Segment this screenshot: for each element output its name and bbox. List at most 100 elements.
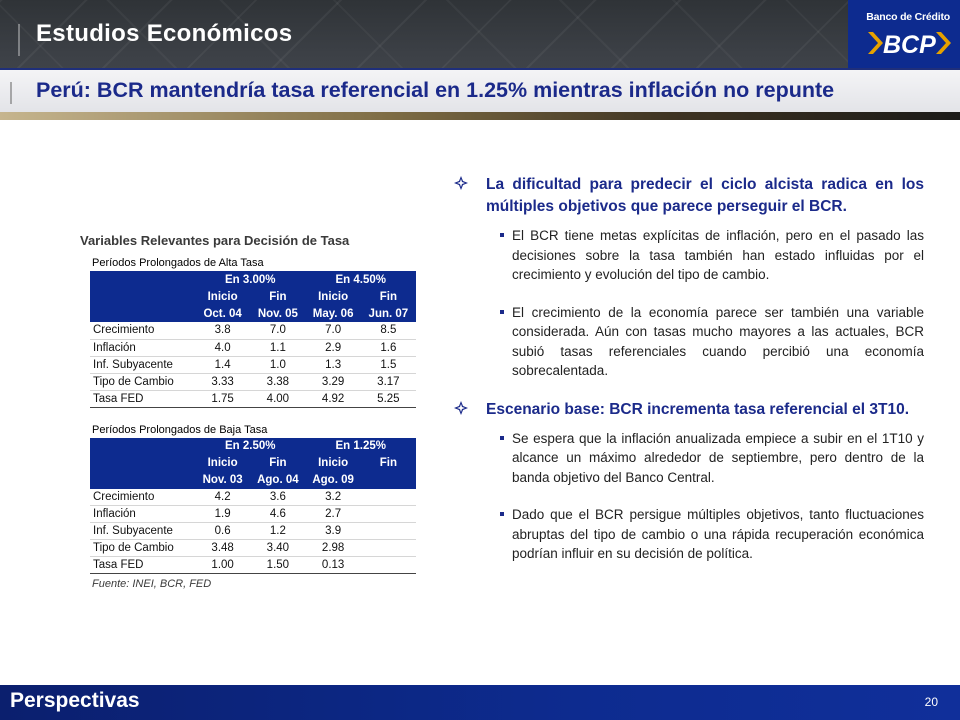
bcp-logo-mark-icon: BCP — [868, 31, 951, 59]
bullet-list: La dificultad para predecir el ciclo alc… — [452, 174, 924, 564]
table-cell — [360, 488, 416, 506]
column-header: Fin — [250, 288, 306, 305]
sub-bullet-text: Dado que el BCR persigue múltiples objet… — [512, 507, 924, 561]
section-label: Estudios Económicos — [36, 20, 293, 47]
row-label: Crecimiento — [90, 488, 195, 506]
row-label: Tipo de Cambio — [90, 539, 195, 557]
column-header: Fin — [360, 288, 416, 305]
date-header: Nov. 05 — [250, 305, 306, 322]
table-cell: 4.00 — [250, 390, 306, 408]
footer-section-label: Perspectivas — [10, 689, 140, 712]
date-header: Jun. 07 — [360, 305, 416, 322]
date-header: Nov. 03 — [195, 471, 251, 489]
header-stripe — [0, 112, 960, 120]
table-cell: 1.0 — [250, 356, 306, 374]
table-cell: 1.1 — [250, 339, 306, 357]
row-label: Crecimiento — [90, 322, 195, 340]
table-row: Inflación 1.9 4.6 2.7 — [90, 505, 416, 523]
table-header-row: Inicio Fin Inicio Fin — [90, 454, 416, 472]
table-header-row: Inicio Fin Inicio Fin — [90, 288, 416, 305]
table-row: Inflación 4.0 1.1 2.9 1.6 — [90, 339, 416, 357]
table-row: Tipo de Cambio 3.48 3.40 2.98 — [90, 539, 416, 557]
sub-bullet: El BCR tiene metas explícitas de inflaci… — [452, 226, 924, 285]
column-header: Fin — [360, 454, 416, 472]
table-cell — [360, 556, 416, 574]
table-cell: 7.0 — [250, 322, 306, 340]
diamond-bullet-icon — [454, 176, 468, 190]
table-row: Crecimiento 3.8 7.0 7.0 8.5 — [90, 322, 416, 340]
table-cell: 4.6 — [250, 505, 306, 523]
logo-bank-name: Banco de Crédito — [866, 11, 950, 23]
table-cell: 4.2 — [195, 488, 251, 506]
table-cell: 0.13 — [305, 556, 361, 574]
column-header: Inicio — [305, 454, 361, 472]
main-bullet-text: Escenario base: BCR incrementa tasa refe… — [486, 400, 910, 418]
table-cell: 2.9 — [305, 339, 361, 357]
square-bullet-icon — [500, 512, 504, 516]
svg-text:BCP: BCP — [883, 31, 936, 59]
table-cell: 1.2 — [250, 522, 306, 540]
square-bullet-icon — [500, 435, 504, 440]
table-cell: 2.7 — [305, 505, 361, 523]
table-row: Crecimiento 4.2 3.6 3.2 — [90, 488, 416, 506]
row-label: Inf. Subyacente — [90, 522, 195, 540]
high-rate-table: En 3.00% En 4.50% Inicio Fin Inicio Fin … — [90, 271, 416, 408]
table-title: Variables Relevantes para Decisión de Ta… — [80, 233, 350, 248]
group-header: En 1.25% — [305, 437, 416, 455]
date-header: Ago. 04 — [250, 471, 306, 489]
rates-table: Períodos Prolongados de Alta Tasa En 3.0… — [90, 255, 416, 590]
sub-bullet-text: El crecimiento de la economía parece ser… — [512, 304, 924, 379]
row-label: Inflación — [90, 505, 195, 523]
table-cell: 3.48 — [195, 539, 251, 557]
group-header: En 3.00% — [195, 271, 306, 288]
table-header-row: Oct. 04 Nov. 05 May. 06 Jun. 07 — [90, 305, 416, 322]
diamond-bullet-icon — [454, 400, 468, 415]
page-number: 20 — [924, 695, 938, 709]
column-header: Inicio — [195, 288, 251, 305]
table-cell: 3.38 — [250, 373, 306, 391]
title-bar — [0, 70, 960, 112]
table-row: Tasa FED 1.75 4.00 4.92 5.25 — [90, 390, 416, 408]
table-header-row: Nov. 03 Ago. 04 Ago. 09 — [90, 471, 416, 489]
table-cell: 0.6 — [195, 522, 251, 540]
column-header: Inicio — [305, 288, 361, 305]
date-header: Oct. 04 — [195, 305, 251, 322]
square-bullet-icon — [500, 233, 504, 237]
table-header-row: En 2.50% En 1.25% — [90, 437, 416, 455]
table-cell: 1.4 — [195, 356, 251, 374]
table-cell: 1.00 — [195, 556, 251, 574]
high-rate-period-label: Períodos Prolongados de Alta Tasa — [92, 257, 264, 269]
column-header: Fin — [250, 454, 306, 472]
table-cell: 4.0 — [195, 339, 251, 357]
table-cell: 1.6 — [360, 339, 416, 357]
row-label: Inf. Subyacente — [90, 356, 195, 374]
table-cell: 3.6 — [250, 488, 306, 506]
title-divider — [10, 82, 12, 104]
table-cell: 1.5 — [360, 356, 416, 374]
table-row: Inf. Subyacente 0.6 1.2 3.9 — [90, 522, 416, 540]
low-rate-table: En 2.50% En 1.25% Inicio Fin Inicio Fin … — [90, 437, 416, 574]
table-cell — [360, 539, 416, 557]
sub-bullet-text: El BCR tiene metas explícitas de inflaci… — [512, 228, 924, 282]
table-cell — [360, 505, 416, 523]
table-cell — [360, 522, 416, 540]
table-cell: 3.40 — [250, 539, 306, 557]
table-source: Fuente: INEI, BCR, FED — [92, 578, 212, 590]
slide-title: Perú: BCR mantendría tasa referencial en… — [36, 78, 835, 102]
table-cell: 3.17 — [360, 373, 416, 391]
sub-bullet: El crecimiento de la economía parece ser… — [452, 303, 924, 381]
table-cell: 5.25 — [360, 390, 416, 408]
main-bullet-text: La dificultad para predecir el ciclo alc… — [486, 176, 924, 215]
table-cell: 2.98 — [305, 539, 361, 557]
table-cell: 1.9 — [195, 505, 251, 523]
table-row: Tipo de Cambio 3.33 3.38 3.29 3.17 — [90, 373, 416, 391]
header-divider — [18, 24, 20, 56]
main-bullet: Escenario base: BCR incrementa tasa refe… — [452, 399, 924, 421]
table-cell: 4.92 — [305, 390, 361, 408]
slide-header: Estudios Económicos Perú: BCR mantendría… — [0, 0, 960, 120]
table-cell: 3.8 — [195, 322, 251, 340]
table-cell: 3.2 — [305, 488, 361, 506]
column-header: Inicio — [195, 454, 251, 472]
header-rule — [0, 68, 960, 70]
table-header-row: En 3.00% En 4.50% — [90, 271, 416, 288]
